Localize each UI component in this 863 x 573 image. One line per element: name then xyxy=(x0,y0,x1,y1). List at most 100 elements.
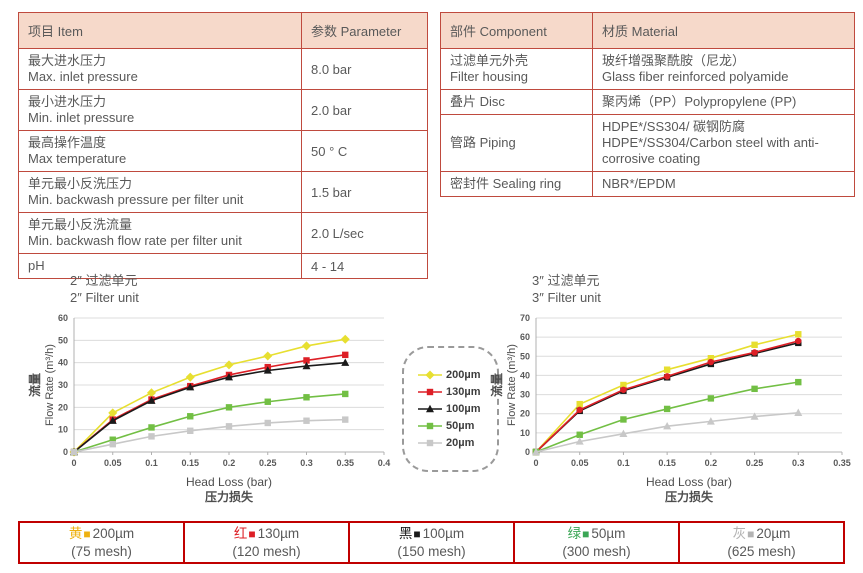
series-marker-icon xyxy=(751,385,758,393)
series-marker-icon xyxy=(707,395,715,402)
chart-2in-plot: 0 10 20 30 40 50 60 0 0.05 0.1 0.15 0.2 0.25 0.3 0.35 0… xyxy=(27,313,390,504)
y-axis-label-en: Flow Rate (m³/h) xyxy=(44,344,56,426)
series-line xyxy=(73,338,346,453)
item-text: 单元最小反洗压力 xyxy=(28,176,133,191)
mesh-size: 50µm xyxy=(591,526,626,541)
series-marker-icon xyxy=(108,416,117,424)
material-cell: NBR*/EPDM xyxy=(592,171,855,197)
color-swatch-icon: ■ xyxy=(582,527,590,541)
x-tick-label: 0 xyxy=(533,458,538,468)
color-swatch-icon: ■ xyxy=(83,527,91,541)
series-line xyxy=(73,393,346,453)
material-table: 部件 Component 材质 Material 过滤单元外壳 Filter ho… xyxy=(440,12,855,197)
series-marker-icon xyxy=(750,412,759,420)
component-cell: 叠片 Disc xyxy=(440,89,593,115)
x-axis-label-en: Head Loss (bar) xyxy=(646,475,732,489)
x-tick-label: 0.25 xyxy=(259,458,277,468)
parameter-cell: 50 ° C xyxy=(301,130,428,172)
color-name: 绿 xyxy=(567,526,582,541)
parameter-cell: 1.5 bar xyxy=(301,171,428,213)
table-row: 最大进水压力 Max. inlet pressure 8.0 bar xyxy=(18,48,428,90)
x-tick-label: 0.3 xyxy=(300,458,313,468)
mesh-legend-line1: 灰■ 20µm xyxy=(680,525,843,543)
y-tick-label: 20 xyxy=(58,402,68,412)
series-marker-icon xyxy=(426,422,434,430)
series-marker-icon xyxy=(795,378,802,386)
series-marker-icon xyxy=(620,386,627,393)
series-marker-icon xyxy=(70,448,78,456)
y-tick-label: 30 xyxy=(58,380,68,390)
table-row: 单元最小反洗压力 Min. backwash pressure per filte… xyxy=(18,171,428,213)
color-swatch-icon: ■ xyxy=(747,527,755,541)
series-marker-icon xyxy=(185,372,195,382)
y-axis-label-en: Flow Rate (m³/h) xyxy=(506,344,518,426)
y-tick-label: 50 xyxy=(58,335,68,345)
series-marker-icon xyxy=(576,431,583,438)
legend-marker-icon xyxy=(418,388,442,396)
series-marker-icon xyxy=(303,357,310,364)
y-tick-label: 40 xyxy=(520,370,530,380)
series-marker-icon xyxy=(342,416,349,423)
series-marker-icon xyxy=(426,404,434,413)
mesh-count: (300 mesh) xyxy=(562,544,631,559)
y-tick-label: 10 xyxy=(520,428,530,438)
series-marker-icon xyxy=(146,388,157,398)
legend-marker-icon xyxy=(418,404,442,413)
series-line xyxy=(73,361,346,453)
series-marker-icon xyxy=(751,349,758,356)
color-swatch-icon: ■ xyxy=(248,527,256,541)
x-tick-label: 0.35 xyxy=(336,458,354,468)
mesh-legend-line1: 红■ 130µm xyxy=(185,525,348,543)
series-marker-icon xyxy=(109,440,116,448)
spec-table-header-row: 项目 Item 参数 Parameter xyxy=(18,12,428,49)
y-tick-label: 70 xyxy=(520,313,530,323)
series-marker-icon xyxy=(706,417,715,425)
item-cell: 最高操作温度 Max temperature xyxy=(18,130,302,172)
chart-3in-plot: 0 10 20 30 40 50 60 70 0 0.05 0.1 0.15 0.2 0.25 0.3 0.3… xyxy=(489,313,851,504)
series-marker-icon xyxy=(303,417,310,424)
chart-3in-block: 3″ 过滤单元 3″ Filter unit 0 10 20 30 40 50 60 70 0 0… xyxy=(489,272,858,513)
parameter-cell: 8.0 bar xyxy=(301,48,428,90)
chart-title-en: 3″ Filter unit xyxy=(532,290,601,305)
y-tick-label: 40 xyxy=(58,358,68,368)
chart-2in-block: 2″ 过滤单元 2″ Filter unit 0 10 20 30 40 50 60 0 0.0… xyxy=(27,272,400,513)
legend-item: 130µm xyxy=(417,386,493,398)
x-tick-label: 0.15 xyxy=(658,458,676,468)
mesh-size: 200µm xyxy=(92,526,135,541)
spec-header-parameter: 参数 Parameter xyxy=(301,12,428,49)
material-cell: 玻纤增强聚酰胺（尼龙） Glass fiber reinforced polyam… xyxy=(592,48,855,90)
mesh-size: 100µm xyxy=(422,526,465,541)
item-text: Min. backwash flow rate per filter unit xyxy=(28,233,242,248)
series-marker-icon xyxy=(303,394,310,401)
mesh-count: (120 mesh) xyxy=(232,544,301,559)
y-tick-label: 0 xyxy=(525,447,530,457)
mesh-legend-line1: 黑■ 100µm xyxy=(350,525,513,543)
series-marker-icon xyxy=(340,334,350,344)
item-cell: 最小进水压力 Min. inlet pressure xyxy=(18,89,302,131)
y-tick-label: 10 xyxy=(58,425,68,435)
mesh-count: (625 mesh) xyxy=(727,544,796,559)
chart-title-zh: 2″ 过滤单元 xyxy=(70,273,138,288)
component-cell: 过滤单元外壳 Filter housing xyxy=(440,48,593,90)
x-axis-label-zh: 压力损失 xyxy=(205,489,254,504)
color-name: 黄 xyxy=(68,526,83,541)
y-axis-label-zh: 流量 xyxy=(28,373,42,397)
legend-item: 50µm xyxy=(417,420,493,432)
legend-item: 100µm xyxy=(417,403,493,415)
chart-3in-title: 3″ 过滤单元 3″ Filter unit xyxy=(532,272,858,306)
series-marker-icon xyxy=(108,408,118,418)
series-line xyxy=(73,354,346,453)
series-marker-icon xyxy=(707,355,715,362)
component-cell: 管路 Piping xyxy=(440,114,593,172)
item-text: Min. inlet pressure xyxy=(28,110,135,125)
series-marker-icon xyxy=(109,436,116,443)
series-marker-icon xyxy=(620,416,627,423)
series-marker-icon xyxy=(341,358,350,366)
series-line xyxy=(535,340,799,453)
x-tick-label: 0.3 xyxy=(792,458,805,468)
material-text: 聚丙烯（PP）Polypropylene (PP) xyxy=(602,94,797,109)
material-header-material: 材质 Material xyxy=(592,12,855,49)
x-tick-label: 0.1 xyxy=(145,458,158,468)
mesh-legend-cell: 红■ 130µm (120 mesh) xyxy=(183,521,350,564)
color-name: 红 xyxy=(233,526,248,541)
